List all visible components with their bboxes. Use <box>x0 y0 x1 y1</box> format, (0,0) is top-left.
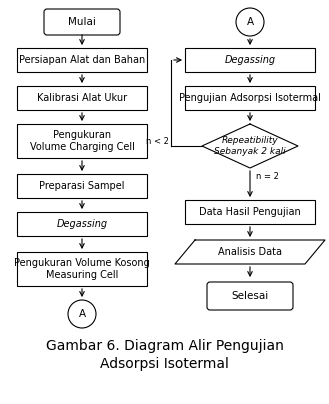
Text: Pengukuran
Volume Charging Cell: Pengukuran Volume Charging Cell <box>30 130 135 152</box>
Text: Preparasi Sampel: Preparasi Sampel <box>39 181 125 191</box>
Text: n = 2: n = 2 <box>256 172 279 181</box>
Text: Gambar 6. Diagram Alir Pengujian: Gambar 6. Diagram Alir Pengujian <box>45 339 284 353</box>
Text: Mulai: Mulai <box>68 17 96 27</box>
Text: Adsorpsi Isotermal: Adsorpsi Isotermal <box>100 357 229 371</box>
Text: Degassing: Degassing <box>224 55 276 65</box>
Text: n < 2: n < 2 <box>146 137 169 147</box>
Text: Selesai: Selesai <box>231 291 268 301</box>
Bar <box>17 86 147 110</box>
Text: Repeatibility
Sebanyak 2 kali: Repeatibility Sebanyak 2 kali <box>214 136 286 156</box>
Bar <box>185 48 315 72</box>
Bar <box>17 124 147 158</box>
Text: A: A <box>246 17 254 27</box>
Text: Data Hasil Pengujian: Data Hasil Pengujian <box>199 207 301 217</box>
Text: Analisis Data: Analisis Data <box>218 247 282 257</box>
Text: A: A <box>78 309 86 319</box>
Bar <box>17 212 147 236</box>
Bar <box>185 200 315 224</box>
Polygon shape <box>175 240 325 264</box>
Text: Pengukuran Volume Kosong
Measuring Cell: Pengukuran Volume Kosong Measuring Cell <box>14 258 150 280</box>
Polygon shape <box>202 124 298 168</box>
Bar <box>17 252 147 286</box>
Text: Pengujian Adsorpsi Isotermal: Pengujian Adsorpsi Isotermal <box>179 93 321 103</box>
Text: Kalibrasi Alat Ukur: Kalibrasi Alat Ukur <box>37 93 127 103</box>
Text: Persiapan Alat dan Bahan: Persiapan Alat dan Bahan <box>19 55 145 65</box>
Circle shape <box>68 300 96 328</box>
Circle shape <box>236 8 264 36</box>
FancyBboxPatch shape <box>207 282 293 310</box>
Bar <box>185 86 315 110</box>
Bar <box>17 174 147 198</box>
Bar <box>17 48 147 72</box>
FancyBboxPatch shape <box>44 9 120 35</box>
Text: Degassing: Degassing <box>57 219 108 229</box>
